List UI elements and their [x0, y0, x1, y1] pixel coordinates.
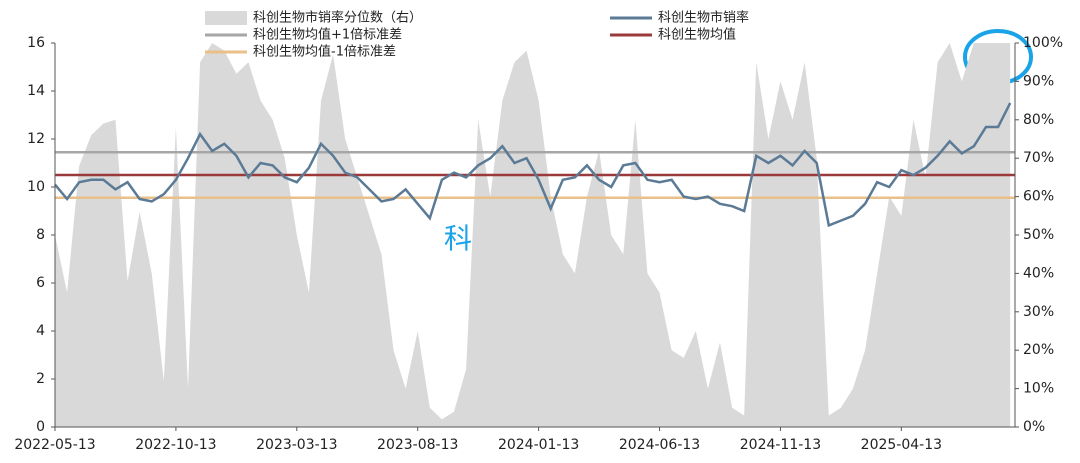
x-tick-label: 2022-05-13 — [14, 437, 95, 453]
y-tick-label: 12 — [27, 131, 45, 147]
legend-label: 科创生物均值+1倍标准差 — [253, 27, 402, 43]
x-tick-label: 2022-10-13 — [135, 437, 216, 453]
y2-tick-label: 70% — [1023, 150, 1054, 166]
y-tick-label: 8 — [36, 227, 45, 243]
y2-tick-label: 100% — [1023, 35, 1063, 51]
y2-tick-label: 0% — [1023, 419, 1045, 435]
y2-tick-label: 10% — [1023, 381, 1054, 397]
y-tick-label: 2 — [36, 371, 45, 387]
y-tick-label: 4 — [36, 323, 45, 339]
y-tick-label: 0 — [36, 419, 45, 435]
x-tick-label: 2023-08-13 — [377, 437, 458, 453]
line — [54, 102, 1012, 228]
x-tick-label: 2024-06-13 — [619, 437, 700, 453]
y2-tick-label: 80% — [1023, 112, 1054, 128]
x-tick-label: 2024-11-13 — [740, 437, 821, 453]
y-tick-label: 16 — [27, 35, 45, 51]
legend-label: 科创生物均值 — [658, 27, 736, 43]
y2-tick-label: 30% — [1023, 304, 1054, 320]
legend-label: 科创生物市销率 — [658, 10, 749, 26]
area — [55, 43, 1011, 427]
y2-tick-label: 90% — [1023, 73, 1054, 89]
legend-label: 科创生物均值-1倍标准差 — [253, 44, 396, 60]
x-tick-label: 2025-04-13 — [861, 437, 942, 453]
y2-tick-label: 60% — [1023, 189, 1054, 205]
legend-swatch — [205, 11, 247, 25]
x-tick-label: 2023-03-13 — [256, 437, 337, 453]
y-tick-label: 10 — [27, 179, 45, 195]
y2-tick-label: 50% — [1023, 227, 1054, 243]
y-tick-label: 6 — [36, 275, 45, 291]
y2-tick-label: 20% — [1023, 342, 1054, 358]
y2-tick-label: 40% — [1023, 265, 1054, 281]
y-tick-label: 14 — [27, 83, 45, 99]
x-tick-label: 2024-01-13 — [498, 437, 579, 453]
legend-label: 科创生物市销率分位数（右） — [253, 10, 422, 26]
